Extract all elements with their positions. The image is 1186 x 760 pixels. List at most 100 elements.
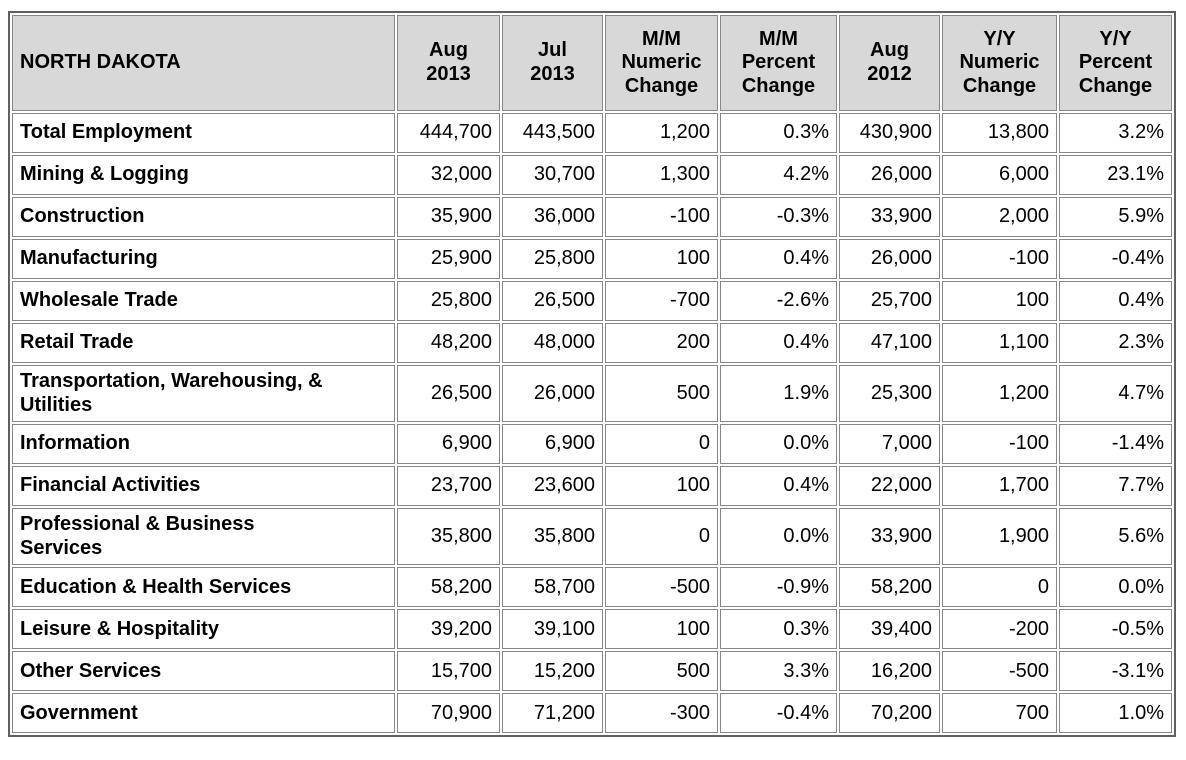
data-cell: 1,300: [605, 155, 718, 195]
data-cell: 7,000: [839, 424, 940, 465]
data-cell: 23,600: [502, 466, 603, 507]
header-cell-mm-percent-change: M/M Percent Change: [720, 15, 837, 111]
data-cell: 25,800: [397, 281, 500, 321]
data-cell: 36,000: [502, 197, 603, 237]
table-row: Wholesale Trade 25,800 26,500 -700 -2.6% 25,7…: [12, 281, 1172, 321]
header-row: NORTH DAKOTA Aug 2013 Jul 2013 M/M Numer…: [12, 15, 1172, 111]
data-cell: 58,200: [397, 567, 500, 608]
data-cell: 2,000: [942, 197, 1057, 237]
employment-table: NORTH DAKOTA Aug 2013 Jul 2013 M/M Numer…: [8, 11, 1176, 738]
data-cell: 48,000: [502, 323, 603, 363]
data-cell: 22,000: [839, 466, 940, 507]
data-cell: -700: [605, 281, 718, 321]
header-cell-aug-2012: Aug 2012: [839, 15, 940, 111]
table-row: Financial Activities 23,700 23,600 100 0.4% 2…: [12, 466, 1172, 507]
data-cell: -2.6%: [720, 281, 837, 321]
data-cell: 500: [605, 365, 718, 423]
data-cell: 1,700: [942, 466, 1057, 507]
data-cell: 26,000: [839, 239, 940, 279]
data-cell: -0.9%: [720, 567, 837, 608]
row-label: Total Employment: [12, 113, 395, 153]
data-cell: 500: [605, 651, 718, 692]
data-cell: 0.4%: [720, 239, 837, 279]
data-cell: 444,700: [397, 113, 500, 153]
row-label: Professional & Business Services: [12, 508, 395, 566]
header-cell-jul-2013: Jul 2013: [502, 15, 603, 111]
data-cell: 48,200: [397, 323, 500, 363]
data-cell: 0: [942, 567, 1057, 608]
data-cell: 6,000: [942, 155, 1057, 195]
data-cell: 443,500: [502, 113, 603, 153]
data-cell: -500: [605, 567, 718, 608]
table-row: Information 6,900 6,900 0 0.0% 7,000 -100 -1.4%: [12, 424, 1172, 465]
table-header: NORTH DAKOTA Aug 2013 Jul 2013 M/M Numer…: [12, 15, 1172, 111]
data-cell: 5.6%: [1059, 508, 1172, 566]
row-label: Government: [12, 693, 395, 734]
data-cell: -1.4%: [1059, 424, 1172, 465]
table-row: Other Services 15,700 15,200 500 3.3% 16,200-…: [12, 651, 1172, 692]
table-row: Leisure & Hospitality 39,200 39,100 100 0.3%…: [12, 609, 1172, 650]
data-cell: 26,000: [502, 365, 603, 423]
data-cell: 1,200: [605, 113, 718, 153]
data-cell: 35,800: [502, 508, 603, 566]
data-cell: -100: [942, 424, 1057, 465]
data-cell: 26,000: [839, 155, 940, 195]
data-cell: 0.4%: [720, 466, 837, 507]
data-cell: 1.0%: [1059, 693, 1172, 734]
data-cell: 100: [605, 239, 718, 279]
row-label: Leisure & Hospitality: [12, 609, 395, 650]
data-cell: -0.3%: [720, 197, 837, 237]
data-cell: 32,000: [397, 155, 500, 195]
data-cell: 25,800: [502, 239, 603, 279]
header-cell-region: NORTH DAKOTA: [12, 15, 395, 111]
header-cell-yy-numeric-change: Y/Y Numeric Change: [942, 15, 1057, 111]
data-cell: 15,700: [397, 651, 500, 692]
data-cell: 25,700: [839, 281, 940, 321]
data-cell: 6,900: [502, 424, 603, 465]
data-cell: 3.2%: [1059, 113, 1172, 153]
data-cell: 16,200: [839, 651, 940, 692]
data-cell: 58,700: [502, 567, 603, 608]
header-cell-mm-numeric-change: M/M Numeric Change: [605, 15, 718, 111]
row-label: Construction: [12, 197, 395, 237]
data-cell: 70,900: [397, 693, 500, 734]
data-cell: 39,100: [502, 609, 603, 650]
data-cell: 5.9%: [1059, 197, 1172, 237]
data-cell: 25,900: [397, 239, 500, 279]
data-cell: 58,200: [839, 567, 940, 608]
data-cell: -0.5%: [1059, 609, 1172, 650]
data-cell: 33,900: [839, 197, 940, 237]
data-cell: 700: [942, 693, 1057, 734]
data-cell: 7.7%: [1059, 466, 1172, 507]
data-cell: -3.1%: [1059, 651, 1172, 692]
row-label: Other Services: [12, 651, 395, 692]
data-cell: 1,100: [942, 323, 1057, 363]
data-cell: 15,200: [502, 651, 603, 692]
row-label: Transportation, Warehousing, & Utilities: [12, 365, 395, 423]
data-cell: 0.3%: [720, 609, 837, 650]
data-cell: 4.7%: [1059, 365, 1172, 423]
data-cell: 100: [942, 281, 1057, 321]
table-row: Manufacturing 25,900 25,800 100 0.4% 26,000 -1…: [12, 239, 1172, 279]
data-cell: 13,800: [942, 113, 1057, 153]
data-cell: 71,200: [502, 693, 603, 734]
data-cell: -0.4%: [720, 693, 837, 734]
data-cell: 25,300: [839, 365, 940, 423]
data-cell: 0.0%: [720, 508, 837, 566]
data-cell: 1.9%: [720, 365, 837, 423]
data-cell: -100: [942, 239, 1057, 279]
data-cell: 0.0%: [1059, 567, 1172, 608]
data-cell: 30,700: [502, 155, 603, 195]
data-cell: 26,500: [397, 365, 500, 423]
data-cell: 35,800: [397, 508, 500, 566]
table-body: Total Employment 444,700 443,500 1,200 0.3% 4…: [12, 113, 1172, 734]
table-row: Professional & Business Services 35,800 35…: [12, 508, 1172, 566]
data-cell: 430,900: [839, 113, 940, 153]
row-label: Manufacturing: [12, 239, 395, 279]
data-cell: 39,400: [839, 609, 940, 650]
data-cell: -200: [942, 609, 1057, 650]
data-cell: 6,900: [397, 424, 500, 465]
data-cell: 0.0%: [720, 424, 837, 465]
data-cell: 33,900: [839, 508, 940, 566]
table-row: Retail Trade 48,200 48,000 200 0.4% 47,100 1,1…: [12, 323, 1172, 363]
